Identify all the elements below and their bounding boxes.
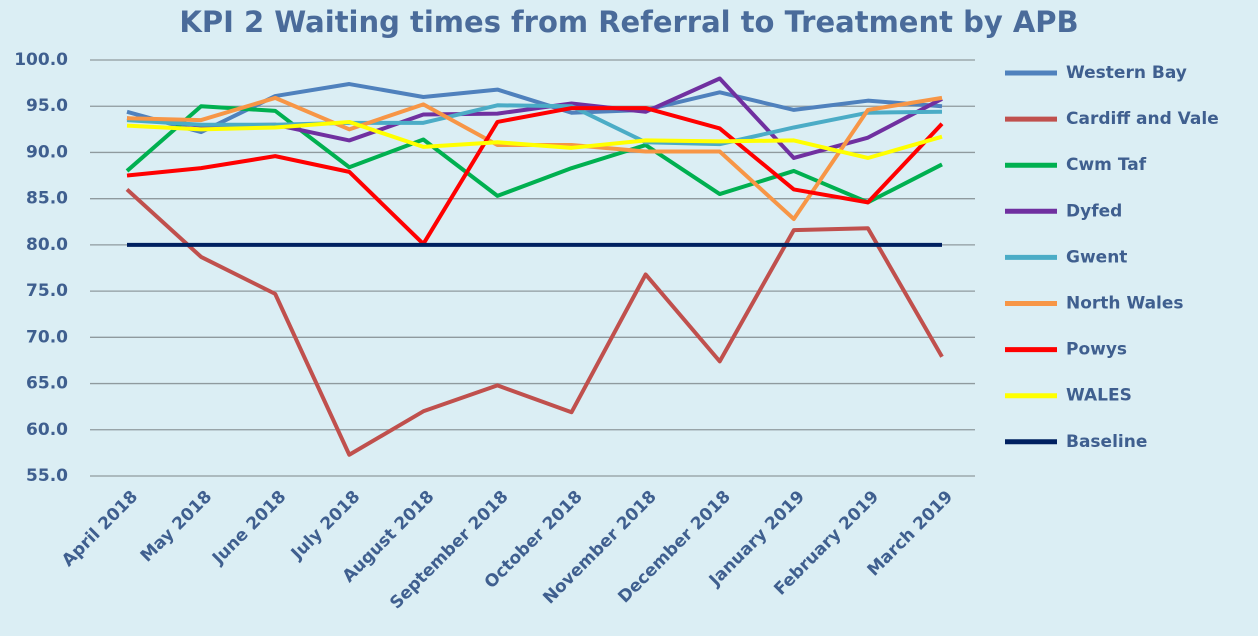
y-tick-label: 60.0 — [26, 420, 68, 440]
legend-label: North Wales — [1066, 294, 1184, 314]
y-tick-label: 100.0 — [14, 50, 68, 70]
legend-label: Powys — [1066, 340, 1127, 360]
series-line — [126, 103, 943, 147]
series-line — [125, 104, 943, 205]
legend-label: Western Bay — [1066, 63, 1187, 83]
series-line — [126, 119, 943, 160]
y-tick-label: 85.0 — [26, 189, 68, 209]
y-tick-label: 90.0 — [26, 142, 68, 162]
series-line — [126, 106, 944, 246]
legend-label: Gwent — [1066, 247, 1127, 267]
y-tick-label: 95.0 — [26, 96, 68, 116]
legend-label: Baseline — [1066, 432, 1147, 452]
chart-title: KPI 2 Waiting times from Referral to Tre… — [179, 5, 1078, 39]
legend-label: Cwm Taf — [1066, 155, 1147, 175]
y-tick-label: 80.0 — [26, 235, 68, 255]
y-tick-label: 70.0 — [26, 327, 68, 347]
legend-label: Dyfed — [1066, 201, 1122, 221]
series-line — [125, 187, 944, 457]
y-tick-label: 75.0 — [26, 281, 68, 301]
y-tick-label: 55.0 — [26, 466, 68, 486]
legend-label: Cardiff and Vale — [1066, 109, 1219, 129]
y-tick-label: 65.0 — [26, 374, 68, 394]
legend-label: WALES — [1066, 386, 1132, 406]
